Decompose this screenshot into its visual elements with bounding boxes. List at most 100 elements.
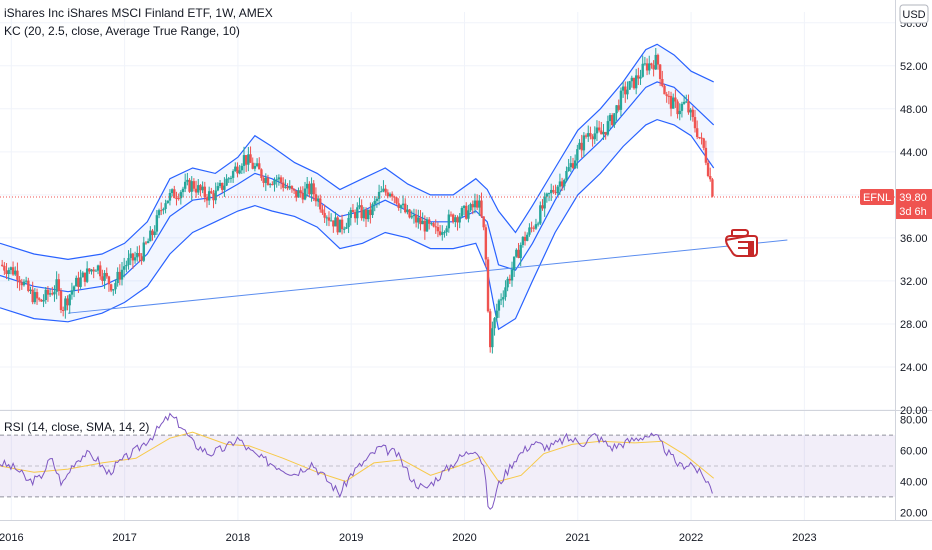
candle-body	[85, 268, 89, 282]
candle-body	[275, 179, 278, 181]
candle-body	[432, 223, 435, 227]
candle-body	[493, 318, 496, 329]
candle-body	[282, 182, 285, 188]
candle-body	[295, 190, 298, 198]
candle-body	[0, 264, 4, 266]
candle-body	[702, 138, 705, 148]
candle-body	[399, 205, 403, 209]
candle-body	[519, 244, 522, 259]
candle-body	[380, 191, 383, 193]
candle-body	[120, 269, 124, 280]
candle-body	[59, 290, 63, 311]
candle-body	[639, 76, 642, 79]
candle-body	[449, 214, 453, 216]
candle-body	[578, 142, 581, 150]
price-tick-label: 44.00	[900, 147, 928, 159]
rsi-legend[interactable]: RSI (14, close, SMA, 14, 2)	[4, 420, 149, 434]
candle-body	[362, 209, 366, 219]
candle-body	[451, 214, 455, 223]
candle-body	[79, 277, 82, 287]
candle-body	[462, 205, 466, 208]
candle-body	[569, 163, 573, 168]
rsi-band-fill	[0, 435, 895, 497]
candle-body	[502, 297, 505, 300]
candle-body	[395, 197, 398, 204]
candle-body	[197, 185, 200, 193]
candle-body	[338, 219, 342, 233]
candle-body	[506, 278, 509, 288]
candle-body	[471, 204, 474, 208]
candle-body	[183, 181, 187, 189]
candle-body	[64, 298, 67, 311]
candle-body	[160, 210, 163, 212]
rsi-axis[interactable]: 20.00 40.00 60.00 80.00	[900, 415, 928, 520]
candle-body	[125, 264, 128, 267]
candle-body	[162, 208, 165, 211]
candle-body	[611, 115, 614, 125]
keltner-channel-lines	[0, 43, 715, 331]
candle-body	[94, 270, 98, 272]
candle-body	[412, 214, 416, 217]
candle-body	[554, 192, 557, 194]
candle-body	[155, 215, 159, 232]
candle-body	[602, 131, 605, 135]
candle-body	[704, 147, 708, 163]
candle-body	[510, 269, 514, 281]
candle-body	[608, 115, 612, 122]
candle-body	[308, 183, 311, 195]
time-axis[interactable]: 2016 2017 2018 2019 2020 2021 2022 2023	[0, 532, 817, 544]
candle-body	[404, 203, 407, 213]
candle-body	[563, 179, 566, 187]
candles-layer	[0, 48, 714, 354]
candle-body	[648, 63, 651, 71]
candle-body	[14, 270, 17, 275]
candle-body	[480, 200, 483, 217]
candle-body	[345, 227, 348, 229]
candle-body	[604, 131, 607, 135]
candle-body	[526, 234, 529, 241]
currency-badge[interactable]: USD	[899, 4, 929, 24]
candle-body	[127, 257, 130, 265]
candle-body	[356, 207, 359, 219]
candle-body	[576, 149, 579, 161]
candle-body	[421, 220, 424, 225]
time-tick-label: 2019	[339, 532, 363, 544]
candle-body	[401, 203, 405, 206]
candle-body	[458, 216, 461, 223]
chart-title: iShares Inc iShares MSCI Finland ETF, 1W…	[4, 6, 273, 20]
candle-body	[530, 227, 533, 229]
candle-body	[661, 79, 664, 86]
candle-body	[214, 190, 217, 201]
candle-body	[210, 191, 213, 194]
candle-body	[168, 193, 172, 201]
candle-body	[508, 278, 512, 281]
time-tick-label: 2017	[112, 532, 136, 544]
last-price-badge: 39.80 3d 6h	[896, 189, 932, 220]
candle-body	[153, 231, 156, 236]
rsi-lines-layer	[0, 412, 715, 510]
candle-body	[504, 287, 507, 298]
candle-body	[539, 205, 542, 224]
candle-body	[5, 270, 8, 275]
candle-body	[238, 170, 241, 174]
candle-body	[665, 94, 668, 96]
candle-body	[353, 212, 357, 219]
candle-body	[691, 109, 695, 118]
candle-body	[179, 192, 183, 199]
candle-body	[173, 189, 176, 199]
candle-body	[312, 183, 315, 195]
candle-body	[225, 178, 228, 186]
candle-body	[181, 188, 185, 193]
price-tick-label: 20.00	[900, 405, 928, 417]
rsi-tick-label: 40.00	[900, 476, 928, 488]
candle-body	[66, 298, 69, 306]
candle-body	[619, 90, 623, 110]
candle-body	[319, 198, 322, 210]
candle-body	[658, 64, 662, 80]
candle-body	[290, 186, 294, 189]
indicator-legend[interactable]: KC (20, 2.5, close, Average True Range, …	[4, 24, 240, 38]
trendline-layer[interactable]	[67, 239, 788, 314]
candle-body	[303, 188, 307, 200]
candle-body	[534, 224, 538, 229]
